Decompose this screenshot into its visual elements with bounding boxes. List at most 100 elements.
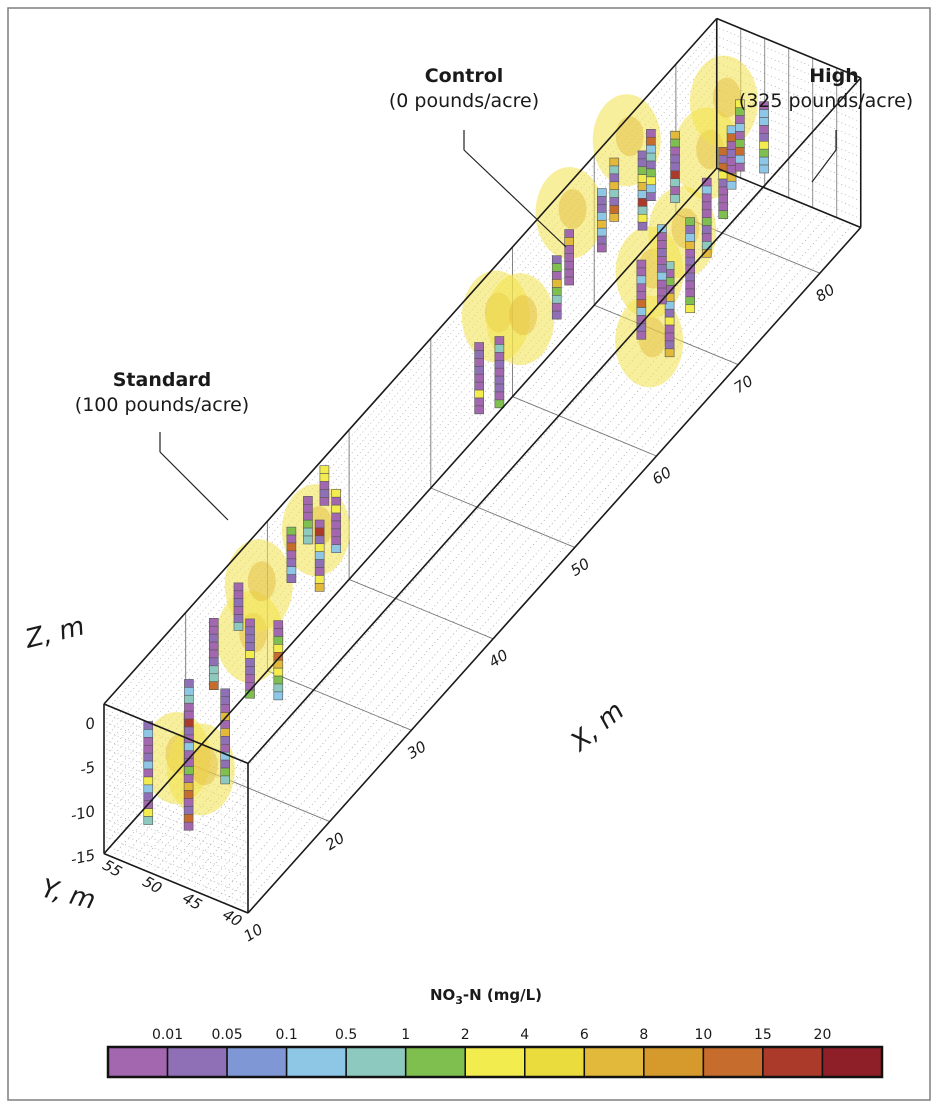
legend-swatch — [226, 1046, 288, 1078]
borehole-sample — [636, 291, 647, 300]
borehole-sample — [273, 644, 284, 653]
borehole-sample — [273, 636, 284, 645]
borehole — [331, 488, 341, 554]
plume-core — [558, 189, 587, 230]
legend-swatch — [583, 1046, 645, 1078]
borehole-sample — [314, 527, 325, 537]
borehole-sample — [735, 154, 745, 164]
borehole-sample — [245, 642, 255, 651]
borehole-sample — [759, 164, 769, 174]
borehole-sample — [726, 125, 737, 135]
borehole-sample — [314, 551, 325, 560]
borehole-sample — [233, 590, 244, 600]
borehole-sample — [670, 162, 680, 172]
borehole-sample — [474, 342, 484, 351]
legend-tick-label: 0.1 — [275, 1027, 297, 1043]
borehole-sample — [474, 389, 484, 399]
borehole-sample — [636, 259, 647, 269]
borehole-sample — [759, 148, 769, 158]
borehole-sample — [759, 117, 769, 126]
borehole-sample — [726, 157, 737, 166]
borehole-sample — [759, 156, 769, 166]
box-edge — [103, 17, 718, 705]
borehole-sample — [718, 194, 729, 204]
borehole-sample — [220, 736, 230, 745]
borehole-sample — [718, 178, 729, 188]
borehole-sample — [637, 198, 648, 207]
borehole-sample — [670, 130, 680, 140]
borehole-sample — [718, 210, 729, 220]
box-edge — [247, 226, 862, 914]
borehole-sample — [670, 146, 680, 156]
borehole-sample — [637, 158, 648, 168]
legend-title-sub: 3 — [455, 994, 463, 1007]
borehole-sample — [331, 496, 341, 506]
borehole-sample — [143, 776, 154, 786]
borehole-sample — [646, 129, 656, 138]
borehole-sample — [759, 140, 769, 150]
borehole-sample — [759, 125, 769, 134]
legend-swatch — [464, 1046, 526, 1078]
standard-subtitle: (100 pounds/acre) — [75, 394, 249, 416]
borehole-sample — [551, 310, 562, 320]
box-edge — [103, 703, 249, 765]
plume-core — [712, 77, 741, 118]
borehole-sample — [735, 147, 745, 156]
borehole-sample — [670, 186, 680, 195]
borehole-sample — [551, 263, 562, 272]
borehole-sample — [331, 528, 341, 538]
borehole-sample — [646, 160, 656, 170]
borehole-sample — [220, 728, 230, 737]
borehole — [646, 129, 656, 201]
legend-tick-label: 8 — [639, 1027, 648, 1043]
box-edge — [103, 167, 718, 855]
borehole-sample — [143, 744, 154, 754]
borehole-sample — [657, 256, 667, 265]
borehole-sample — [657, 287, 667, 297]
borehole-sample — [609, 165, 620, 175]
borehole-sample — [184, 742, 194, 752]
borehole-sample — [685, 248, 696, 258]
borehole-sample — [609, 189, 620, 199]
borehole-sample — [670, 194, 680, 203]
borehole-sample — [314, 543, 325, 553]
borehole-sample — [220, 704, 230, 713]
borehole — [657, 224, 667, 305]
standard-title: Standard — [113, 369, 212, 391]
borehole-sample — [233, 582, 244, 592]
legend-outline — [106, 1045, 884, 1079]
borehole-sample — [637, 174, 648, 183]
box-edge — [716, 17, 862, 79]
borehole-sample — [685, 280, 696, 290]
borehole-sample — [143, 752, 154, 762]
borehole-sample — [636, 299, 647, 308]
borehole-sample — [735, 131, 745, 140]
borehole-sample — [314, 519, 325, 529]
borehole-sample — [245, 650, 255, 659]
borehole-sample — [646, 192, 656, 201]
borehole-sample — [474, 381, 484, 391]
box-edge — [103, 852, 249, 914]
legend-tick-label: 0.05 — [211, 1027, 242, 1043]
borehole-sample — [184, 679, 194, 688]
borehole-sample — [685, 304, 696, 314]
legend-tick-label: 1 — [401, 1027, 410, 1043]
borehole-sample — [319, 497, 330, 506]
borehole-sample — [759, 133, 769, 142]
borehole-sample — [685, 288, 696, 298]
borehole — [303, 496, 313, 545]
legend-tick-label: 15 — [754, 1027, 772, 1043]
borehole-sample — [245, 618, 255, 628]
borehole-sample — [331, 512, 341, 522]
plume-blob — [535, 167, 604, 260]
borehole-sample — [646, 136, 656, 146]
borehole-sample — [286, 574, 297, 583]
borehole-sample — [685, 217, 696, 226]
borehole-sample — [208, 665, 219, 675]
borehole-sample — [664, 308, 675, 318]
borehole-sample — [208, 625, 219, 635]
borehole-sample — [233, 614, 244, 623]
borehole-sample — [331, 504, 341, 514]
borehole-sample — [551, 302, 562, 312]
